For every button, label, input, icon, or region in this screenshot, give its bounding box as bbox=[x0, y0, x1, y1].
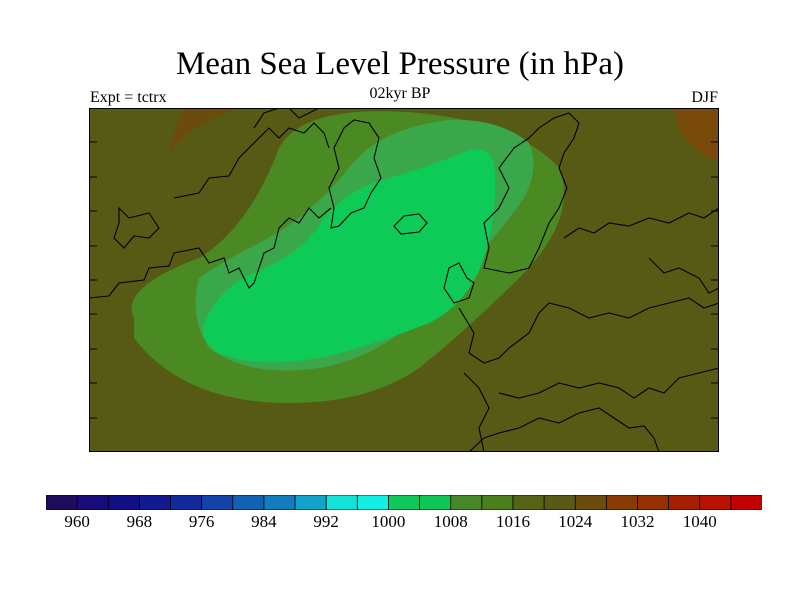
colorbar-box bbox=[668, 494, 701, 511]
coastline-greenland bbox=[328, 119, 382, 229]
colorbar-tick-label: 1024 bbox=[558, 512, 593, 531]
colorbar-box bbox=[605, 494, 639, 511]
colorbar-tick-label: 1016 bbox=[495, 512, 530, 531]
colorbar-box bbox=[325, 494, 359, 511]
colorbar-box bbox=[512, 494, 545, 511]
axis-ticks bbox=[89, 141, 719, 419]
season-label: DJF bbox=[691, 89, 718, 106]
colorbar-box bbox=[356, 494, 390, 511]
experiment-label: Expt = tctrx bbox=[90, 89, 167, 106]
colorbar-tick-label: 968 bbox=[126, 512, 153, 531]
coastline-africa-north bbox=[468, 407, 660, 452]
colorbar-box bbox=[699, 494, 732, 511]
colorbar-box bbox=[201, 494, 234, 511]
colorbar-box bbox=[419, 494, 452, 511]
colorbar-labels: 960 968 976 984 992 1000 1008 1016 1024 1032 1040 bbox=[0, 512, 800, 534]
colorbar-box bbox=[45, 494, 78, 511]
coastline-iceland bbox=[393, 213, 428, 235]
coastline-scandinavia bbox=[483, 112, 580, 274]
coastline-east bbox=[648, 257, 719, 294]
colorbar-tick-label: 1000 bbox=[371, 512, 406, 531]
colorbar-box bbox=[388, 494, 421, 511]
colorbar-box bbox=[543, 494, 576, 511]
chart-title: Mean Sea Level Pressure (in hPa) bbox=[175, 46, 625, 82]
coastline-baffin bbox=[253, 108, 320, 129]
coastline-russia bbox=[563, 207, 719, 239]
colorbar-box bbox=[76, 494, 109, 511]
pressure-map bbox=[89, 108, 719, 452]
colorbar-box bbox=[294, 494, 327, 511]
high-pressure-patch-nw bbox=[169, 108, 239, 153]
colorbar-box bbox=[263, 494, 296, 511]
high-pressure-patch-ne bbox=[674, 108, 719, 163]
colorbar-box bbox=[232, 494, 265, 511]
colorbar-box bbox=[637, 494, 670, 511]
colorbar-tick-label: 960 bbox=[64, 512, 90, 531]
coastline-arctic-islands bbox=[173, 122, 330, 199]
colorbar-box bbox=[730, 494, 763, 511]
colorbar-tick-label: 992 bbox=[313, 512, 339, 531]
colorbar-box bbox=[450, 494, 483, 511]
colorbar-box bbox=[107, 494, 141, 511]
colorbar-box bbox=[138, 494, 172, 511]
colorbar-tick-label: 976 bbox=[188, 512, 215, 531]
coastline-europe bbox=[458, 297, 719, 364]
chart-subtitle: 02kyr BP bbox=[369, 85, 431, 102]
colorbar bbox=[45, 494, 763, 511]
colorbar-tick-label: 984 bbox=[251, 512, 277, 531]
pressure-contour-core bbox=[203, 149, 496, 363]
coastline-hudson bbox=[113, 206, 160, 249]
colorbar-tick-label: 1032 bbox=[620, 512, 655, 531]
colorbar-box bbox=[574, 494, 608, 511]
colorbar-box bbox=[481, 494, 514, 511]
coastline-british-isles bbox=[443, 262, 475, 304]
coastline-mediterranean bbox=[463, 367, 719, 452]
colorbar-box bbox=[170, 494, 203, 511]
coastlines bbox=[89, 108, 719, 452]
colorbar-tick-label: 1008 bbox=[433, 512, 468, 531]
coastline-north-america-coast bbox=[89, 207, 332, 299]
colorbar-tick-label: 1040 bbox=[682, 512, 717, 531]
